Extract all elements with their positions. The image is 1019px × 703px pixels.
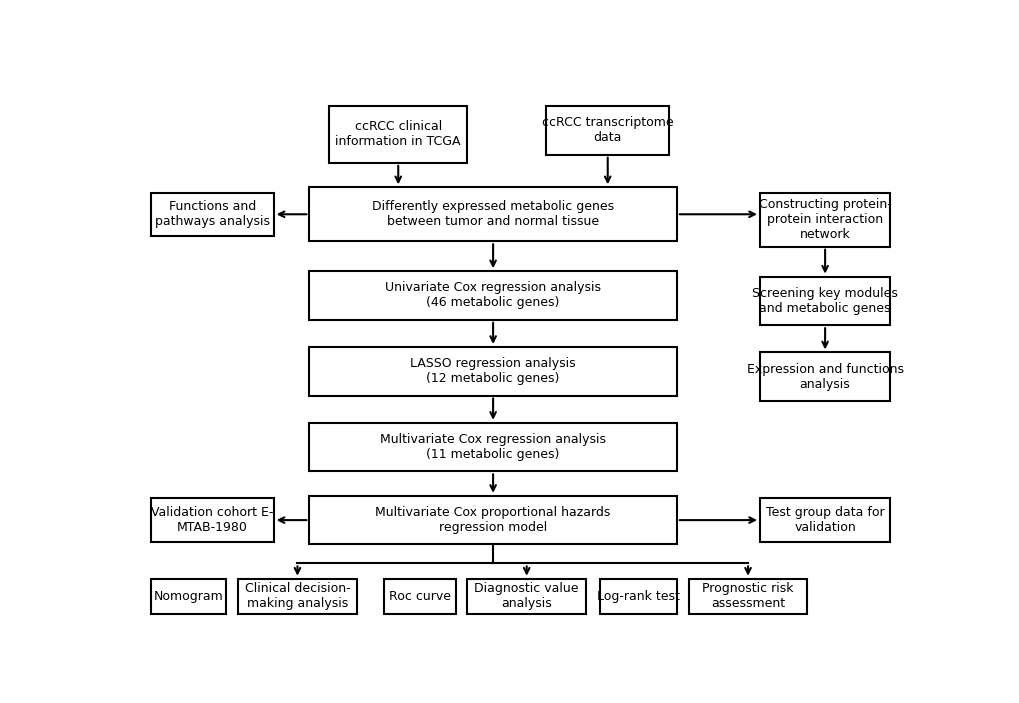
Text: ccRCC clinical
information in TCGA: ccRCC clinical information in TCGA <box>335 120 461 148</box>
FancyBboxPatch shape <box>759 276 890 325</box>
FancyBboxPatch shape <box>309 496 677 544</box>
FancyBboxPatch shape <box>151 579 226 614</box>
FancyBboxPatch shape <box>759 193 890 247</box>
Text: Univariate Cox regression analysis
(46 metabolic genes): Univariate Cox regression analysis (46 m… <box>385 281 600 309</box>
Text: Multivariate Cox proportional hazards
regression model: Multivariate Cox proportional hazards re… <box>375 506 610 534</box>
FancyBboxPatch shape <box>599 579 677 614</box>
FancyBboxPatch shape <box>151 498 273 542</box>
Text: Multivariate Cox regression analysis
(11 metabolic genes): Multivariate Cox regression analysis (11… <box>380 433 605 461</box>
FancyBboxPatch shape <box>384 579 455 614</box>
FancyBboxPatch shape <box>309 423 677 472</box>
FancyBboxPatch shape <box>309 187 677 241</box>
Text: Expression and functions
analysis: Expression and functions analysis <box>746 363 903 391</box>
FancyBboxPatch shape <box>151 193 273 236</box>
FancyBboxPatch shape <box>238 579 357 614</box>
Text: LASSO regression analysis
(12 metabolic genes): LASSO regression analysis (12 metabolic … <box>410 357 576 385</box>
Text: Clinical decision-
making analysis: Clinical decision- making analysis <box>245 582 350 610</box>
Text: Roc curve: Roc curve <box>388 590 450 602</box>
Text: Diagnostic value
analysis: Diagnostic value analysis <box>474 582 579 610</box>
Text: Test group data for
validation: Test group data for validation <box>765 506 883 534</box>
Text: Nomogram: Nomogram <box>154 590 223 602</box>
Text: Differently expressed metabolic genes
between tumor and normal tissue: Differently expressed metabolic genes be… <box>372 200 613 228</box>
FancyBboxPatch shape <box>759 498 890 542</box>
FancyBboxPatch shape <box>688 579 807 614</box>
FancyBboxPatch shape <box>467 579 585 614</box>
FancyBboxPatch shape <box>546 106 668 155</box>
FancyBboxPatch shape <box>309 271 677 320</box>
Text: ccRCC transcriptome
data: ccRCC transcriptome data <box>541 117 673 144</box>
Text: Screening key modules
and metabolic genes: Screening key modules and metabolic gene… <box>751 287 897 315</box>
Text: Prognostic risk
assessment: Prognostic risk assessment <box>702 582 793 610</box>
Text: Validation cohort E-
MTAB-1980: Validation cohort E- MTAB-1980 <box>151 506 273 534</box>
FancyBboxPatch shape <box>309 347 677 396</box>
Text: Log-rank test: Log-rank test <box>596 590 680 602</box>
FancyBboxPatch shape <box>759 352 890 401</box>
Text: Constructing protein-
protein interaction
network: Constructing protein- protein interactio… <box>758 198 891 241</box>
Text: Functions and
pathways analysis: Functions and pathways analysis <box>155 200 270 228</box>
FancyBboxPatch shape <box>329 106 467 163</box>
